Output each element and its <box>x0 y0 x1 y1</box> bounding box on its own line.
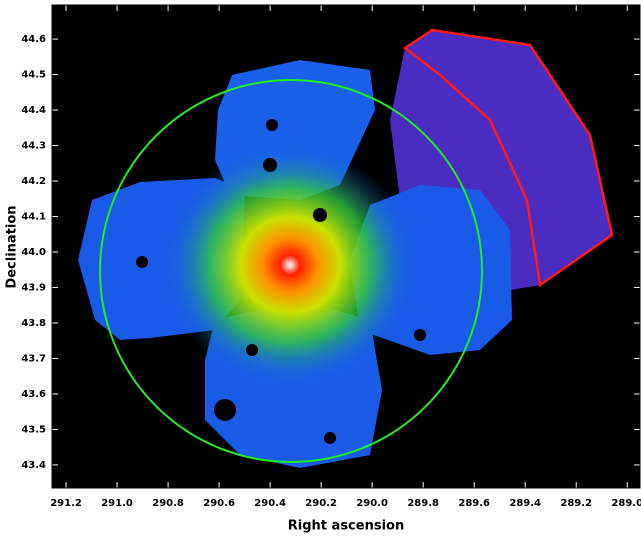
y-tick-label: 44.6 <box>21 34 46 45</box>
x-tick-label: 289.6 <box>458 498 490 509</box>
y-tick-label: 43.7 <box>21 353 46 364</box>
y-tick-label: 44.1 <box>21 212 46 223</box>
y-tick-label: 43.8 <box>21 318 46 329</box>
image <box>78 28 614 468</box>
x-tick-label: 289.0 <box>611 498 641 509</box>
x-tick-label: 290.4 <box>254 498 286 509</box>
y-tick-label: 43.6 <box>21 389 46 400</box>
frame <box>51 4 641 489</box>
y-tick-label: 43.4 <box>21 460 46 471</box>
y-tick-label: 44.3 <box>21 141 46 152</box>
y-tick-label: 43.5 <box>21 424 46 435</box>
x-tick-label: 289.8 <box>407 498 439 509</box>
x-tick-label: 289.2 <box>560 498 592 509</box>
y-tick-label: 44.2 <box>21 176 46 187</box>
x-tick-label: 290.2 <box>305 498 337 509</box>
x-tick-label: 291.0 <box>101 498 133 509</box>
y-tick-label: 43.9 <box>21 282 46 293</box>
x-tick-label: 290.0 <box>356 498 388 509</box>
y-tick-label: 44.5 <box>21 70 46 81</box>
x-tick-label: 290.6 <box>203 498 235 509</box>
x-tick-label: 289.4 <box>509 498 541 509</box>
x-tick-label: 291.2 <box>50 498 82 509</box>
y-tick-label: 44.0 <box>21 247 46 258</box>
y-axis-label: Declination <box>5 205 20 288</box>
y-tick-label: 44.4 <box>21 105 46 116</box>
x-tick-label: 290.8 <box>152 498 184 509</box>
x-axis-label: Right ascension <box>288 519 404 534</box>
